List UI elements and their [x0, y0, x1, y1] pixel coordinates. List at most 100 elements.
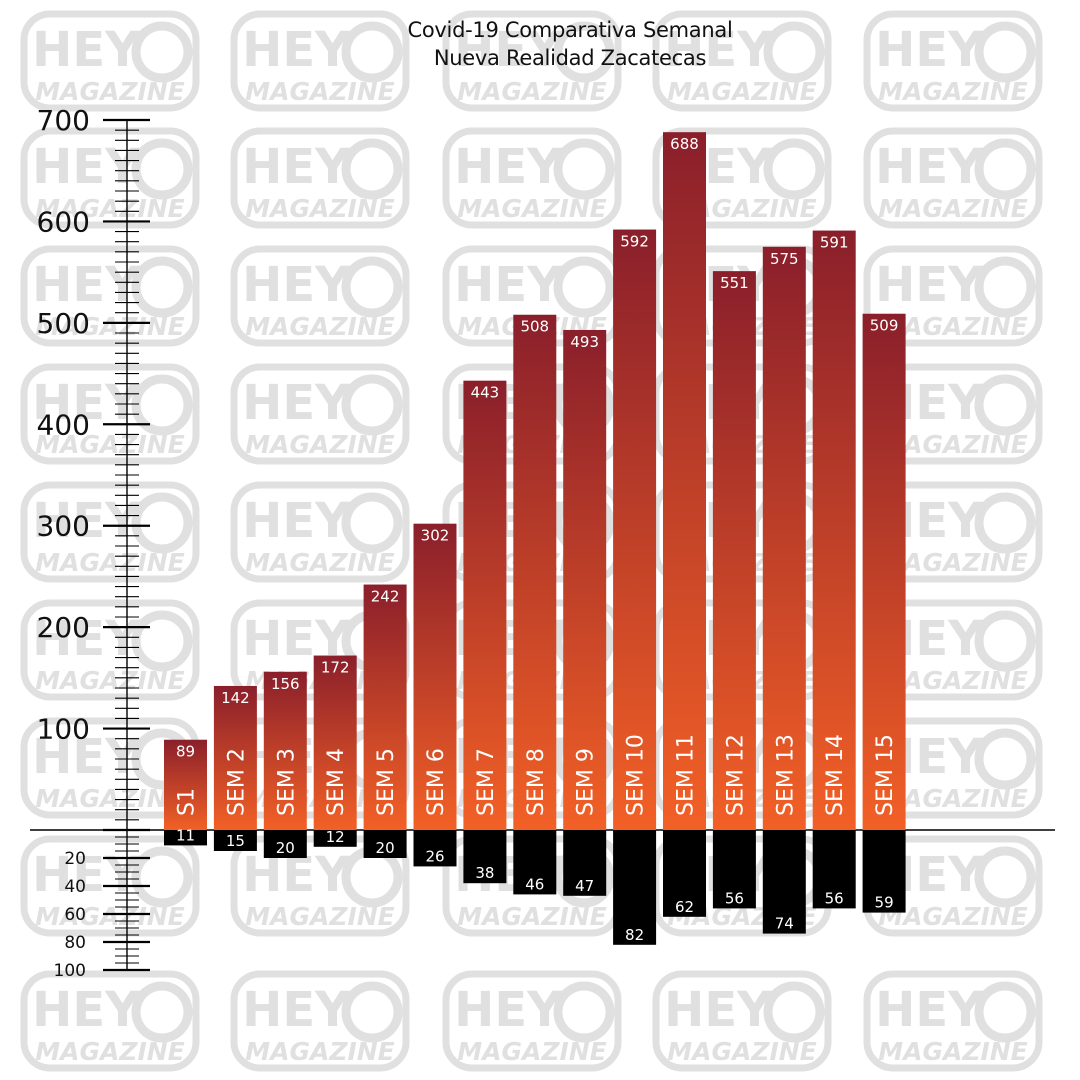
- watermark-frame: [20, 481, 200, 583]
- y-tick-label-negative: 20: [64, 849, 86, 869]
- watermark-frame: [652, 970, 832, 1072]
- bar-negative-value-label: 38: [475, 864, 494, 882]
- y-tick-label-negative: 80: [64, 933, 86, 953]
- bar: [363, 584, 407, 830]
- watermark-text-hey: HEY: [32, 847, 141, 903]
- watermark-frame: [20, 970, 200, 1072]
- speech-bubble-icon: [553, 138, 615, 200]
- speech-bubble-icon: [974, 728, 1036, 790]
- category-label: SEM 15: [873, 734, 898, 816]
- y-tick-label-negative: 100: [54, 961, 86, 981]
- bar: [313, 655, 357, 830]
- watermark-frame: [863, 970, 1043, 1072]
- bar-negative-value-label: 12: [326, 828, 345, 846]
- bar-value-label: 302: [421, 527, 450, 545]
- watermark-text-magazine: MAGAZINE: [878, 194, 1028, 223]
- speech-bubble-icon: [763, 138, 825, 200]
- bar-negative-value-label: 46: [525, 875, 544, 893]
- watermark-text-magazine: MAGAZINE: [245, 312, 395, 341]
- speech-bubble-icon: [553, 981, 615, 1043]
- watermark-text-magazine: MAGAZINE: [667, 77, 817, 106]
- y-tick-label: 100: [37, 713, 90, 746]
- watermark-text-magazine: MAGAZINE: [35, 194, 185, 223]
- speech-bubble-icon: [974, 256, 1036, 318]
- speech-bubble-icon: [341, 492, 403, 554]
- watermark-text-magazine: MAGAZINE: [878, 77, 1028, 106]
- y-tick-label: 700: [37, 104, 90, 137]
- watermark-text-hey: HEY: [32, 139, 141, 195]
- bar: [463, 380, 507, 830]
- speech-bubble-icon: [974, 492, 1036, 554]
- bar-negative: [762, 830, 806, 934]
- watermark-frame: [652, 127, 832, 229]
- category-label: SEM 9: [574, 748, 599, 816]
- bar-negative-value-label: 62: [675, 898, 694, 916]
- watermark-frame: [863, 10, 1043, 112]
- watermark-text-magazine: MAGAZINE: [878, 1037, 1028, 1066]
- watermark-text-hey: HEY: [242, 139, 351, 195]
- bar-negative-value-label: 82: [625, 926, 644, 944]
- speech-bubble-icon: [763, 981, 825, 1043]
- bar-value-label: 156: [271, 675, 300, 693]
- speech-bubble-icon: [553, 21, 615, 83]
- category-label: SEM 4: [324, 748, 349, 816]
- bar: [263, 671, 307, 830]
- bar-negative-value-label: 56: [725, 889, 744, 907]
- watermark-text-hey: HEY: [32, 493, 141, 549]
- speech-bubble-icon: [974, 846, 1036, 908]
- bar-negative-value-label: 56: [825, 889, 844, 907]
- speech-bubble-icon: [341, 374, 403, 436]
- speech-bubble-icon: [131, 374, 193, 436]
- bar-negative: [613, 830, 657, 945]
- speech-bubble-icon: [131, 492, 193, 554]
- category-label: SEM 11: [674, 734, 699, 816]
- y-tick-label: 600: [37, 205, 90, 238]
- category-label: S1: [175, 788, 200, 816]
- y-tick-label: 400: [37, 408, 90, 441]
- watermark-text-magazine: MAGAZINE: [35, 666, 185, 695]
- bar: [164, 739, 207, 830]
- watermark-frame: [442, 10, 622, 112]
- bar-value-label: 443: [471, 384, 500, 402]
- bar-negative: [263, 830, 307, 858]
- bar-value-label: 508: [520, 318, 549, 336]
- bar-value-label: 142: [221, 689, 250, 707]
- watermark-frame: [863, 245, 1043, 347]
- speech-bubble-icon: [131, 610, 193, 672]
- bar-negative: [363, 830, 407, 858]
- bar-value-label: 509: [870, 317, 899, 335]
- watermark-text-hey: HEY: [454, 22, 563, 78]
- bar-negative: [663, 830, 706, 917]
- watermark-text-magazine: MAGAZINE: [457, 77, 607, 106]
- bar: [762, 246, 806, 831]
- watermark-frame: [230, 481, 410, 583]
- category-label: SEM 10: [624, 734, 649, 816]
- bar-negative-value-label: 59: [875, 894, 894, 912]
- speech-bubble-icon: [341, 21, 403, 83]
- watermark-text-hey: HEY: [664, 982, 773, 1038]
- watermark-text-hey: HEY: [875, 982, 984, 1038]
- speech-bubble-icon: [974, 138, 1036, 200]
- watermark-frame: [442, 127, 622, 229]
- watermark-text-magazine: MAGAZINE: [667, 1037, 817, 1066]
- speech-bubble-icon: [974, 21, 1036, 83]
- bar-negative: [413, 830, 457, 867]
- watermark-text-magazine: MAGAZINE: [245, 77, 395, 106]
- bar-negative-value-label: 20: [276, 839, 295, 857]
- watermark-frame: [442, 970, 622, 1072]
